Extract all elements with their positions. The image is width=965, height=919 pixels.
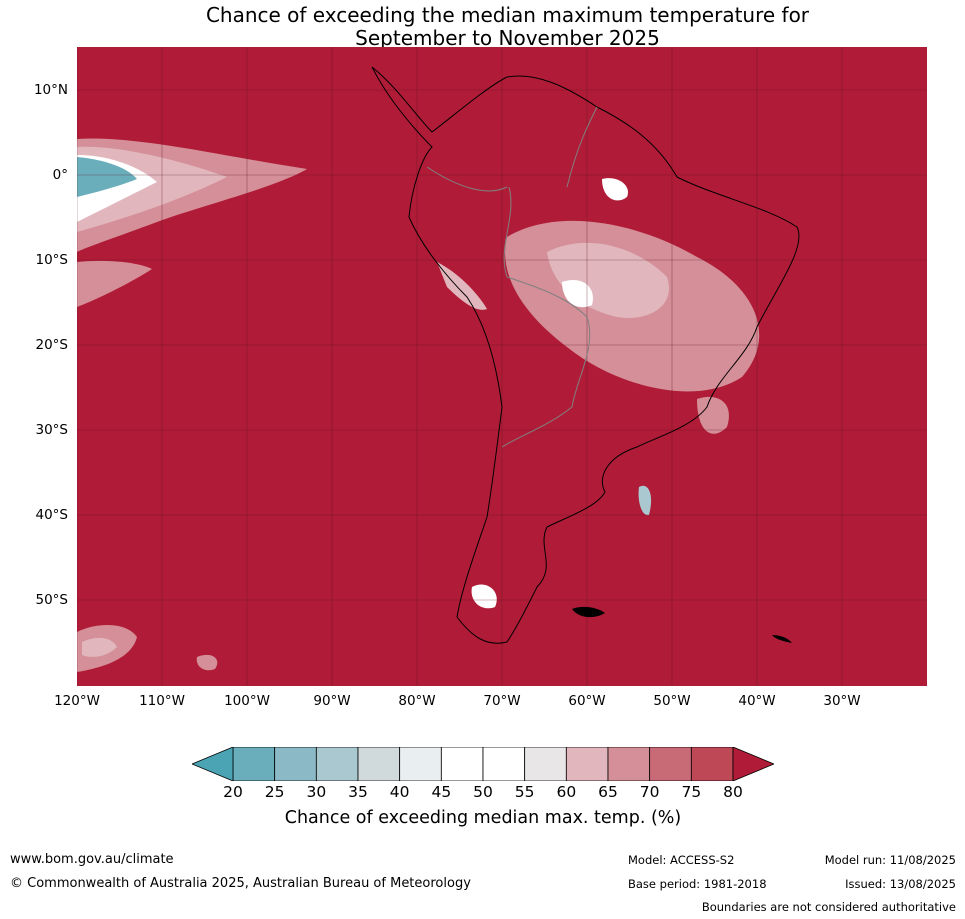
southeast-brazil-patch [697,396,729,434]
lon-label-50w: 50°W [653,693,691,709]
lon-label-80w: 80°W [398,693,436,709]
colorbar-tick-label: 30 [306,783,327,801]
islands [572,606,792,643]
colorbar-tick-label: 65 [598,783,618,801]
model-name: Model: ACCESS-S2 [628,853,735,867]
colorbar-tick-label: 50 [473,783,493,801]
colorbar-segment [357,747,401,781]
pacific-mid-patch [196,654,218,671]
falkland-islands [572,606,605,618]
colorbar-tick-label: 45 [431,783,452,801]
colorbar-tick-label: 75 [681,783,702,801]
south-georgia [772,635,792,643]
colorbar-tick-label: 35 [348,783,368,801]
brazil-central-white [562,279,593,308]
website-link[interactable]: www.bom.gov.au/climate [10,852,174,867]
map-title: Chance of exceeding the median maximum t… [0,4,965,50]
lon-label-110w: 110°W [139,693,185,709]
colorbar-tick-label: 20 [223,783,243,801]
probability-contours [77,138,760,672]
colorbar-segment [232,747,276,781]
lon-label-90w: 90°W [313,693,351,709]
colorbar-segment [440,747,484,781]
lon-label-40w: 40°W [738,693,776,709]
colorbar-segment [399,747,442,781]
lon-label-100w: 100°W [224,693,270,709]
model-run-date: Model run: 11/08/2025 [824,853,956,867]
colorbar-segments [232,747,734,781]
colorbar-tick-label: 40 [389,783,410,801]
colorbar [192,747,774,781]
lon-label-120w: 120°W [54,693,100,709]
lat-label-50s: 50°S [35,592,69,608]
boundaries-disclaimer: Boundaries are not considered authoritat… [701,900,956,914]
lat-label-30s: 30°S [35,422,69,438]
pacific-southwest-light [82,637,117,657]
colorbar-segment [649,747,692,781]
colorbar-tick-label: 55 [514,783,535,801]
south-atlantic-cool [638,485,652,516]
colorbar-label: Chance of exceeding median max. temp. (%… [284,808,682,828]
lon-label-30w: 30°W [823,693,861,709]
colorbar-segment [315,747,359,781]
lon-label-70w: 70°W [483,693,521,709]
graticule [77,47,927,686]
amazon-white-spot [602,178,628,201]
andes-light-strip [437,262,487,310]
colorbar-tick-label: 60 [556,783,577,801]
colorbar-segment [274,747,317,781]
copyright-text: © Commonwealth of Australia 2025, Austra… [10,876,471,891]
issued-date: Issued: 13/08/2025 [845,877,956,891]
lat-label-10s: 10°S [35,252,69,268]
colorbar-low-extension [192,747,234,781]
colorbar-high-extension [732,747,774,781]
colorbar-segment [565,747,609,781]
colorbar-segment [607,747,651,781]
title-line-2: September to November 2025 [355,26,660,50]
title-line-1: Chance of exceeding the median maximum t… [205,3,810,27]
lat-label-10n: 10°N [33,82,68,98]
patagonia-white [471,584,497,609]
lon-label-60w: 60°W [568,693,606,709]
lat-label-0: 0° [52,167,68,183]
colorbar-tick-label: 80 [723,783,743,801]
base-period: Base period: 1981-2018 [628,877,767,891]
colorbar-tick-label: 25 [264,783,285,801]
lat-label-40s: 40°S [35,507,69,523]
south-america-coastline [371,66,800,644]
colorbar-segment [524,747,567,781]
colorbar-segment [482,747,526,781]
country-borders [426,106,598,448]
probability-map [77,47,927,686]
colorbar-segment [690,747,734,781]
pacific-equatorial-cool [77,157,137,197]
lat-label-20s: 20°S [35,337,69,353]
pacific-south-patch [77,260,152,307]
colorbar-tick-label: 70 [639,783,660,801]
